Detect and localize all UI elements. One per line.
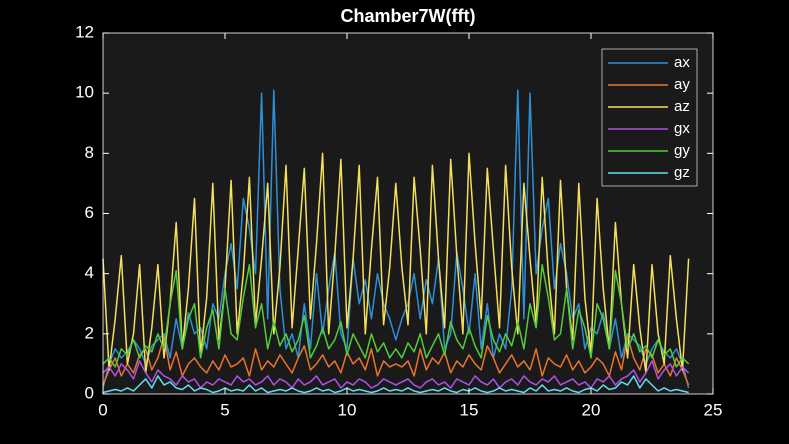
x-tick-label: 15 [460,400,479,419]
x-tick-label: 25 [704,400,723,419]
legend-label: ay [674,76,690,93]
legend-label: gx [674,120,690,137]
y-tick-label: 0 [85,383,94,402]
x-tick-label: 0 [98,400,107,419]
y-tick-label: 4 [85,263,94,282]
data-line [102,375,689,394]
x-tick-label: 5 [220,400,229,419]
data-line [102,263,690,368]
y-tick-label: 8 [85,143,94,162]
legend-label: gy [674,142,690,159]
legend: ax ay az gx gy gz [601,48,698,187]
data-line [102,336,690,386]
y-tick-label: 6 [85,203,94,222]
legend-label: az [674,98,690,115]
legend-label: gz [674,164,690,181]
y-tick-label: 10 [75,83,94,102]
x-tick-label: 20 [582,400,601,419]
y-tick-label: 2 [85,323,94,342]
chart-title: Chamber7W(fft) [341,6,476,26]
x-tick-label: 10 [338,400,357,419]
legend-label: ax [674,54,690,71]
data-line [102,89,690,389]
legend-box [601,48,698,187]
y-tick-label: 12 [75,22,94,41]
